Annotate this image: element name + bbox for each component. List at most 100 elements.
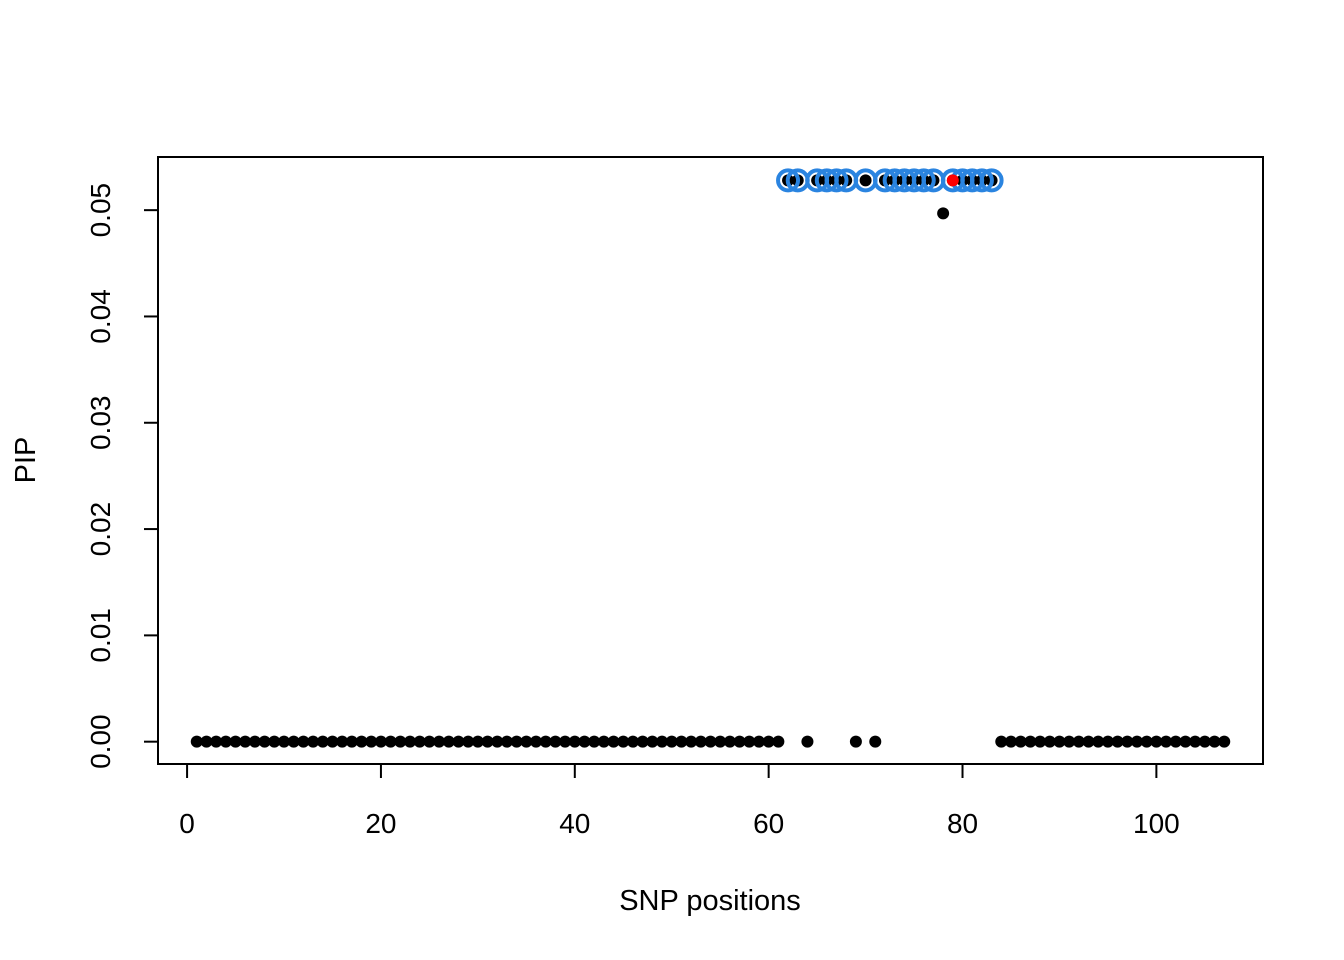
all-snps-point xyxy=(316,735,329,748)
y-tick-label: 0.04 xyxy=(85,289,116,344)
all-snps-point xyxy=(859,174,872,187)
all-snps-point xyxy=(723,735,736,748)
all-snps-point xyxy=(646,735,659,748)
credible-set-point xyxy=(824,168,849,193)
all-snps-point xyxy=(1063,735,1076,748)
y-tick-label: 0.01 xyxy=(85,608,116,663)
x-tick-label: 40 xyxy=(559,808,590,839)
x-axis: 0 20 40 60 80 100 xyxy=(179,763,1180,839)
points-layer xyxy=(190,168,1231,748)
all-snps-point xyxy=(471,735,484,748)
all-snps-point xyxy=(607,735,620,748)
all-snps-point xyxy=(995,735,1008,748)
all-snps-point xyxy=(1034,735,1047,748)
all-snps-point xyxy=(394,735,407,748)
all-snps-point xyxy=(219,735,232,748)
all-snps-point xyxy=(462,735,475,748)
all-snps-point xyxy=(355,735,368,748)
all-snps-point xyxy=(588,735,601,748)
all-snps-point xyxy=(1121,735,1134,748)
all-snps-point xyxy=(801,735,814,748)
credible-set-point xyxy=(911,168,936,193)
all-snps-point xyxy=(752,735,765,748)
all-snps-point xyxy=(1198,735,1211,748)
all-snps-point xyxy=(239,735,252,748)
all-snps-point xyxy=(374,735,387,748)
all-snps-point xyxy=(307,735,320,748)
x-tick-label: 80 xyxy=(947,808,978,839)
all-snps-point xyxy=(675,735,688,748)
all-snps-point xyxy=(1024,735,1037,748)
all-snps-point xyxy=(1004,735,1017,748)
all-snps-point xyxy=(626,735,639,748)
all-snps-point xyxy=(685,735,698,748)
all-snps-point xyxy=(452,735,465,748)
all-snps-point xyxy=(704,735,717,748)
all-snps-point xyxy=(278,735,291,748)
all-snps-point xyxy=(510,735,523,748)
all-snps-point xyxy=(743,735,756,748)
all-snps-point xyxy=(1140,735,1153,748)
all-snps-point xyxy=(345,735,358,748)
all-snps-point xyxy=(229,735,242,748)
all-snps-point xyxy=(210,735,223,748)
all-snps-point xyxy=(258,735,271,748)
y-tick-label: 0.00 xyxy=(85,714,116,769)
all-snps-point xyxy=(549,735,562,748)
all-snps-point xyxy=(1043,735,1056,748)
x-tick-label: 100 xyxy=(1133,808,1180,839)
all-snps-point xyxy=(500,735,513,748)
lead-snp-point xyxy=(946,174,959,187)
all-snps-point xyxy=(636,735,649,748)
all-snps-point xyxy=(617,735,630,748)
all-snps-point xyxy=(559,735,572,748)
all-snps-point xyxy=(1169,735,1182,748)
all-snps-point xyxy=(491,735,504,748)
x-tick-label: 60 xyxy=(753,808,784,839)
all-snps-point xyxy=(1208,735,1221,748)
all-snps-point xyxy=(423,735,436,748)
all-snps-point xyxy=(520,735,533,748)
all-snps-point xyxy=(578,735,591,748)
all-snps-point xyxy=(404,735,417,748)
all-snps-point xyxy=(365,735,378,748)
all-snps-point xyxy=(1101,735,1114,748)
all-snps-point xyxy=(539,735,552,748)
all-snps-point xyxy=(1082,735,1095,748)
all-snps-point xyxy=(248,735,261,748)
all-snps-point xyxy=(1218,735,1231,748)
all-snps-point xyxy=(694,735,707,748)
all-snps-point xyxy=(1053,735,1066,748)
all-snps-point xyxy=(268,735,281,748)
all-snps-point xyxy=(200,735,213,748)
all-snps-point xyxy=(530,735,543,748)
all-snps-point xyxy=(1130,735,1143,748)
all-snps-point xyxy=(297,735,310,748)
all-snps-point xyxy=(714,735,727,748)
all-snps-point xyxy=(1092,735,1105,748)
all-snps-point xyxy=(1072,735,1085,748)
plot-frame xyxy=(157,156,1264,765)
all-snps-series xyxy=(190,174,1231,748)
y-axis: 0.00 0.01 0.02 0.03 0.04 0.05 xyxy=(85,183,159,769)
all-snps-point xyxy=(1179,735,1192,748)
all-snps-point xyxy=(937,207,950,220)
all-snps-point xyxy=(1111,735,1124,748)
all-snps-point xyxy=(762,735,775,748)
credible-set-point xyxy=(776,168,801,193)
credible-set-point xyxy=(969,168,994,193)
all-snps-point xyxy=(1189,735,1202,748)
all-snps-point xyxy=(849,735,862,748)
all-snps-point xyxy=(1160,735,1173,748)
all-snps-point xyxy=(384,735,397,748)
all-snps-point xyxy=(733,735,746,748)
y-tick-label: 0.02 xyxy=(85,502,116,557)
all-snps-point xyxy=(442,735,455,748)
all-snps-point xyxy=(656,735,669,748)
all-snps-point xyxy=(568,735,581,748)
all-snps-point xyxy=(336,735,349,748)
all-snps-point xyxy=(326,735,339,748)
all-snps-point xyxy=(287,735,300,748)
all-snps-point xyxy=(190,735,203,748)
credible-set-point xyxy=(979,168,1004,193)
